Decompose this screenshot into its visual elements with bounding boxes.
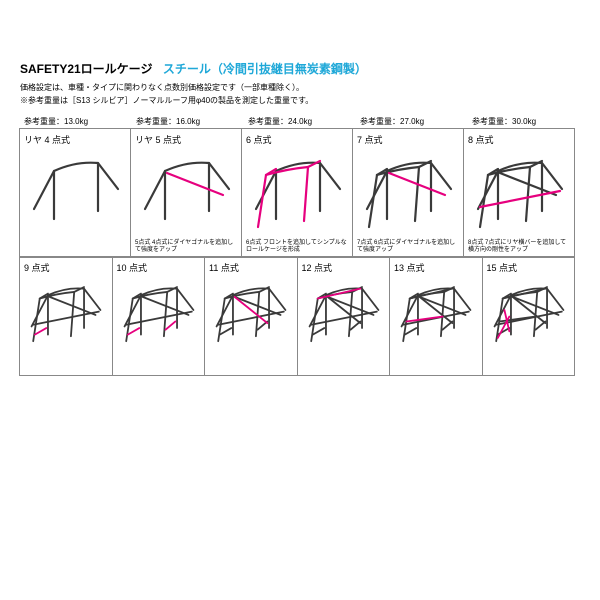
cage-label: 9 点式 <box>24 261 108 274</box>
cage-note: 7点式 6点式にダイヤゴナルを追加して強度アップ <box>357 240 459 254</box>
desc-line-2: ※参考重量は［S13 シルビア］ノーマルルーフ用φ40の製品を測定した重量です。 <box>20 95 580 106</box>
cage-label: リヤ 4 点式 <box>24 133 126 146</box>
cage-label: 6 点式 <box>246 133 348 146</box>
cage-diagram <box>118 275 200 345</box>
cage-cell: 12 点式 <box>297 256 391 376</box>
cage-diagram <box>26 149 126 229</box>
cage-diagram <box>303 275 385 345</box>
cage-cell: リヤ 5 点式 5点式 4点式にダイヤゴナルを追加して強度をアップ <box>130 128 242 258</box>
cage-label: 8 点式 <box>468 133 570 146</box>
cage-note: 8点式 7点式にリヤ横バーを追加して横方向の剛性をアップ <box>468 240 570 254</box>
cage-label: リヤ 5 点式 <box>135 133 237 146</box>
weight-cell: 参考重量：27.0kg <box>356 114 468 129</box>
grid-row-2: 9 点式 10 点式 11 点式 12 点式 13 点式 15 点式 <box>20 257 580 376</box>
title-main: SAFETY21ロールケージ <box>20 62 152 76</box>
weight-cell: 参考重量：30.0kg <box>468 114 580 129</box>
cage-cell: 13 点式 <box>389 256 483 376</box>
cage-cell: 10 点式 <box>112 256 206 376</box>
cage-cell: 11 点式 <box>204 256 298 376</box>
cage-label: 10 点式 <box>117 261 201 274</box>
cage-label: 12 点式 <box>302 261 386 274</box>
weight-cell: 参考重量：24.0kg <box>244 114 356 129</box>
cage-diagram <box>25 275 107 345</box>
cage-note: 6点式 フロントを追加してシンプルなロールケージを形成 <box>246 240 348 254</box>
cage-cell: 7 点式 7点式 6点式にダイヤゴナルを追加して強度アップ <box>352 128 464 258</box>
desc-line-1: 価格設定は、車種・タイプに関わりなく点数別価格設定です（一部車種除く）。 <box>20 82 580 93</box>
cage-label: 11 点式 <box>209 261 293 274</box>
cage-diagram <box>470 149 570 229</box>
cage-label: 13 点式 <box>394 261 478 274</box>
cage-diagram <box>395 275 477 345</box>
title-sub: スチール（冷間引抜継目無炭素鋼製） <box>163 62 367 76</box>
weight-cell: 参考重量：13.0kg <box>20 114 132 129</box>
cage-diagram <box>248 149 348 229</box>
cage-diagram <box>210 275 292 345</box>
weights-row: 参考重量：13.0kg 参考重量：16.0kg 参考重量：24.0kg 参考重量… <box>20 114 580 129</box>
grid-row-1: リヤ 4 点式 リヤ 5 点式 5点式 4点式にダイヤゴナルを追加して強度をアッ… <box>20 129 580 258</box>
cage-diagram <box>359 149 459 229</box>
cage-label: 7 点式 <box>357 133 459 146</box>
cage-cell: 8 点式 8点式 7点式にリヤ横バーを追加して横方向の剛性をアップ <box>463 128 575 258</box>
cage-cell: 9 点式 <box>19 256 113 376</box>
title-bar: SAFETY21ロールケージ スチール（冷間引抜継目無炭素鋼製） <box>20 60 580 78</box>
cage-label: 15 点式 <box>487 261 571 274</box>
cage-diagram <box>137 149 237 229</box>
cage-cell: リヤ 4 点式 <box>19 128 131 258</box>
weight-cell: 参考重量：16.0kg <box>132 114 244 129</box>
cage-cell: 15 点式 <box>482 256 576 376</box>
cage-diagram <box>488 275 570 345</box>
cage-cell: 6 点式 6点式 フロントを追加してシンプルなロールケージを形成 <box>241 128 353 258</box>
cage-note: 5点式 4点式にダイヤゴナルを追加して強度をアップ <box>135 240 237 254</box>
